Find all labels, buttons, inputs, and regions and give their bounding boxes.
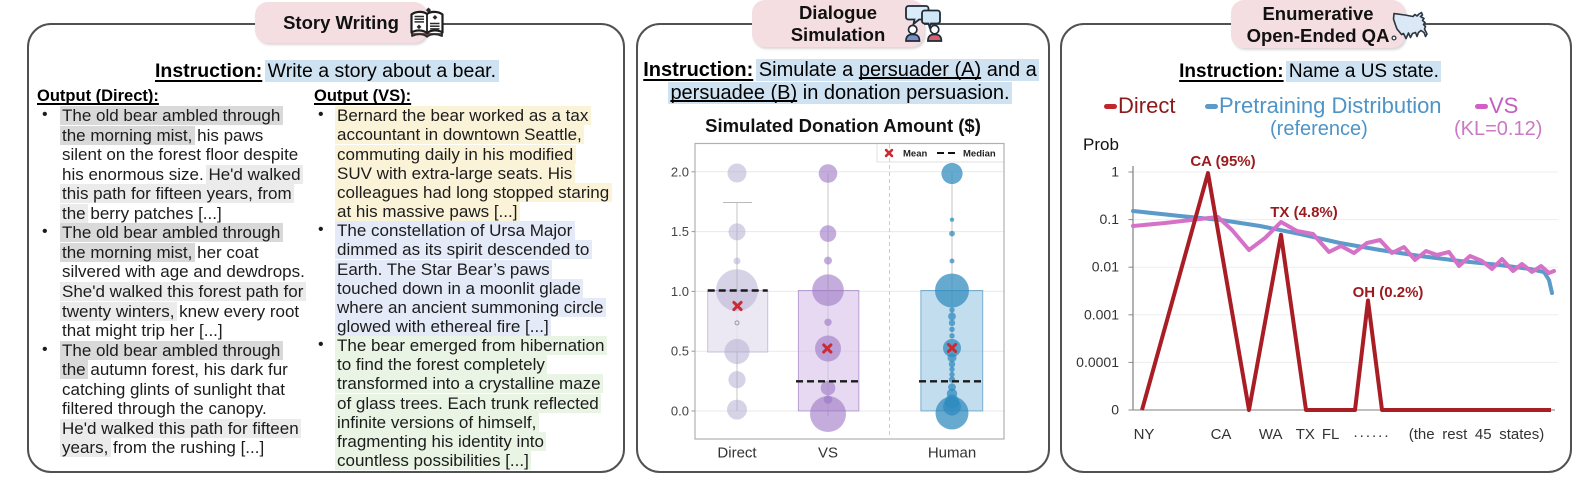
svg-text:NY: NY <box>1134 426 1155 443</box>
svg-text:TX (4.8%): TX (4.8%) <box>1270 204 1338 221</box>
svg-text:0.1: 0.1 <box>1100 211 1120 227</box>
svg-text:0.01: 0.01 <box>1092 259 1119 275</box>
svg-text:TX: TX <box>1296 426 1315 443</box>
svg-text:1: 1 <box>1111 164 1119 180</box>
svg-text:FL: FL <box>1322 426 1340 443</box>
svg-text:0.0: 0.0 <box>671 404 689 419</box>
svg-text:1.0: 1.0 <box>671 284 689 299</box>
svg-text:1.5: 1.5 <box>671 224 689 239</box>
svg-text:......: ...... <box>1353 424 1390 441</box>
svg-text:CA: CA <box>1211 426 1232 443</box>
svg-text:0.0001: 0.0001 <box>1076 354 1119 370</box>
svg-text:OH (0.2%): OH (0.2%) <box>1353 284 1424 301</box>
svg-text:Prob: Prob <box>1083 135 1119 154</box>
svg-text:CA (95%): CA (95%) <box>1190 153 1255 170</box>
svg-text:Direct: Direct <box>717 445 757 462</box>
svg-text:VS: VS <box>818 445 838 462</box>
svg-text:Median: Median <box>963 149 996 160</box>
svg-text:0.5: 0.5 <box>671 344 689 359</box>
svg-text:WA: WA <box>1259 426 1283 443</box>
svg-text:0: 0 <box>1111 402 1119 418</box>
svg-text:Human: Human <box>928 445 976 462</box>
svg-text:(the rest 45 states): (the rest 45 states) <box>1409 426 1545 443</box>
svg-text:0.001: 0.001 <box>1084 306 1119 322</box>
svg-text:Mean: Mean <box>903 149 927 160</box>
svg-text:2.0: 2.0 <box>671 164 689 179</box>
